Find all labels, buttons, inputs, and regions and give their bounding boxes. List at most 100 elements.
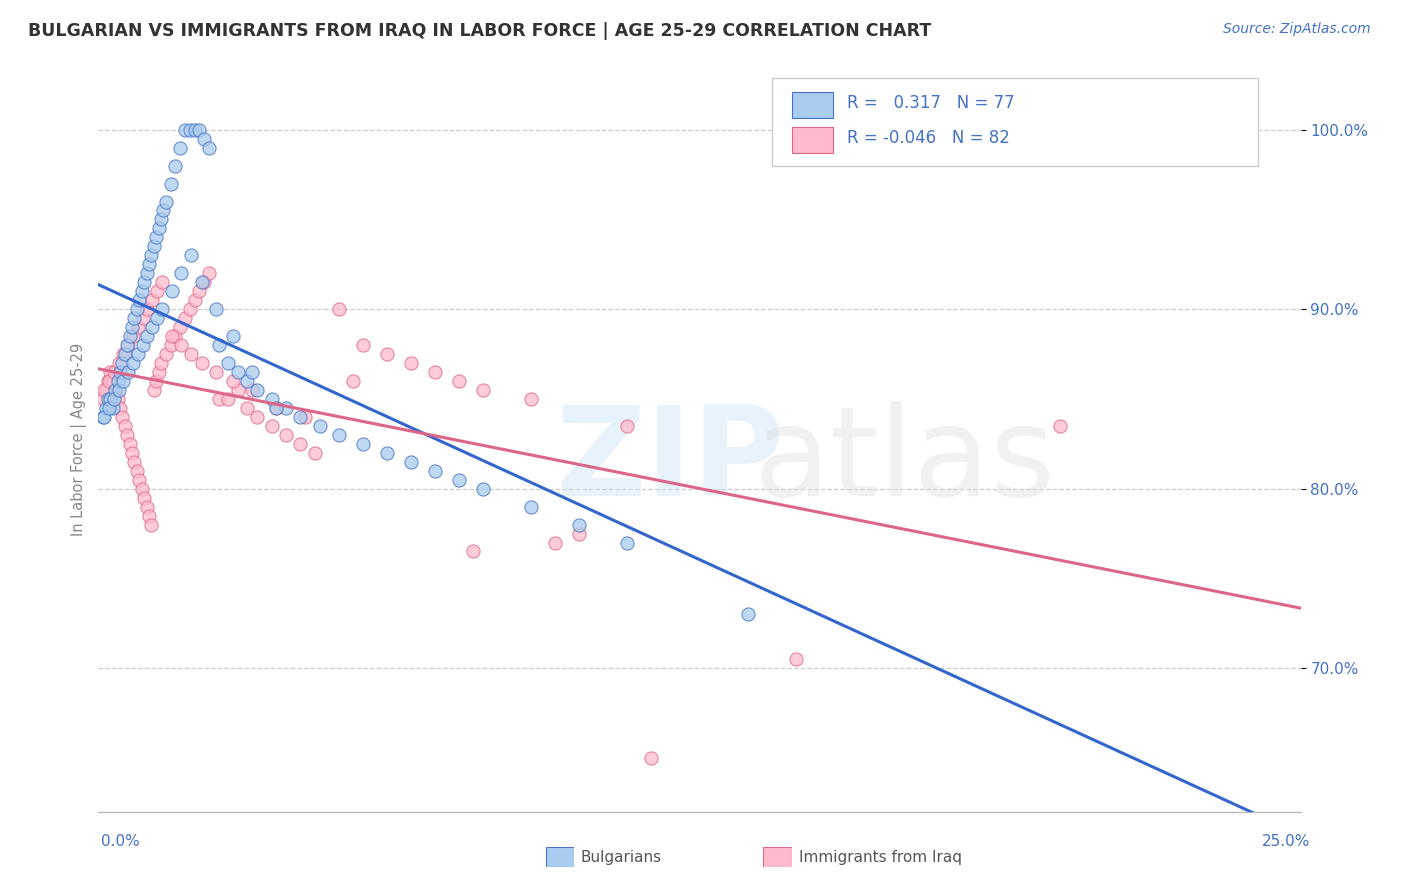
- Point: [135, 500, 157, 514]
- Text: Immigrants from Iraq: Immigrants from Iraq: [799, 850, 962, 864]
- Point: [616, 418, 638, 433]
- Point: [236, 401, 259, 415]
- Point: [544, 535, 567, 549]
- Point: [91, 392, 114, 406]
- Point: [785, 652, 807, 666]
- Point: [236, 374, 259, 388]
- Point: [352, 338, 374, 352]
- Point: [117, 338, 139, 352]
- Point: [152, 203, 174, 218]
- Point: [260, 392, 283, 406]
- Point: [98, 374, 121, 388]
- Point: [136, 329, 159, 343]
- Point: [274, 401, 297, 415]
- Point: [208, 338, 231, 352]
- Point: [148, 365, 170, 379]
- Point: [107, 374, 129, 388]
- Point: [226, 383, 249, 397]
- Point: [127, 320, 149, 334]
- Point: [125, 302, 148, 317]
- Point: [1049, 418, 1071, 433]
- Point: [104, 383, 127, 397]
- Point: [294, 409, 316, 424]
- Point: [117, 427, 139, 442]
- Point: [148, 221, 170, 235]
- Point: [304, 446, 326, 460]
- Text: atlas: atlas: [754, 401, 1056, 522]
- Point: [117, 365, 139, 379]
- Point: [179, 302, 201, 317]
- Point: [290, 437, 312, 451]
- Point: [188, 122, 211, 136]
- Point: [328, 427, 350, 442]
- Point: [169, 320, 191, 334]
- Point: [423, 365, 446, 379]
- Text: ZIP: ZIP: [555, 401, 785, 522]
- Point: [107, 383, 129, 397]
- Point: [138, 257, 160, 271]
- Point: [150, 275, 173, 289]
- Point: [342, 374, 364, 388]
- Point: [616, 535, 638, 549]
- Point: [399, 356, 422, 370]
- Point: [328, 302, 350, 317]
- Text: BULGARIAN VS IMMIGRANTS FROM IRAQ IN LABOR FORCE | AGE 25-29 CORRELATION CHART: BULGARIAN VS IMMIGRANTS FROM IRAQ IN LAB…: [28, 22, 931, 40]
- Point: [103, 365, 125, 379]
- Point: [141, 248, 163, 262]
- Point: [290, 409, 312, 424]
- Point: [132, 275, 155, 289]
- Point: [183, 122, 205, 136]
- Point: [138, 508, 160, 523]
- Point: [155, 194, 177, 209]
- Point: [91, 409, 114, 424]
- Text: 0.0%: 0.0%: [101, 834, 141, 849]
- Point: [260, 418, 283, 433]
- Point: [146, 311, 169, 326]
- Point: [520, 392, 543, 406]
- Point: [159, 338, 181, 352]
- Point: [160, 329, 183, 343]
- Point: [266, 401, 288, 415]
- Point: [132, 491, 155, 505]
- Point: [122, 356, 145, 370]
- Point: [124, 311, 146, 326]
- Text: R = -0.046   N = 82: R = -0.046 N = 82: [848, 128, 1011, 146]
- Point: [149, 212, 172, 227]
- Point: [128, 293, 150, 308]
- Point: [101, 374, 124, 388]
- Point: [122, 329, 145, 343]
- Point: [217, 392, 239, 406]
- Point: [103, 392, 125, 406]
- Point: [131, 482, 153, 496]
- Point: [399, 455, 422, 469]
- Point: [149, 356, 172, 370]
- Point: [640, 751, 662, 765]
- Point: [174, 311, 197, 326]
- FancyBboxPatch shape: [772, 78, 1258, 166]
- Text: Source: ZipAtlas.com: Source: ZipAtlas.com: [1223, 22, 1371, 37]
- Point: [193, 131, 215, 145]
- Point: [188, 285, 211, 299]
- Point: [174, 122, 197, 136]
- Text: R =   0.317   N = 77: R = 0.317 N = 77: [848, 94, 1015, 112]
- Point: [375, 347, 398, 361]
- Point: [97, 374, 120, 388]
- Point: [274, 427, 297, 442]
- Point: [222, 374, 245, 388]
- Point: [93, 409, 115, 424]
- Point: [180, 248, 202, 262]
- Point: [142, 383, 165, 397]
- Point: [170, 338, 193, 352]
- Point: [160, 285, 183, 299]
- Point: [169, 141, 191, 155]
- Point: [100, 392, 122, 406]
- Point: [145, 374, 167, 388]
- Point: [112, 374, 135, 388]
- Point: [447, 473, 470, 487]
- Point: [205, 302, 228, 317]
- Point: [125, 464, 148, 478]
- Point: [131, 311, 153, 326]
- Point: [472, 383, 495, 397]
- Point: [198, 266, 221, 280]
- Text: Bulgarians: Bulgarians: [581, 850, 662, 864]
